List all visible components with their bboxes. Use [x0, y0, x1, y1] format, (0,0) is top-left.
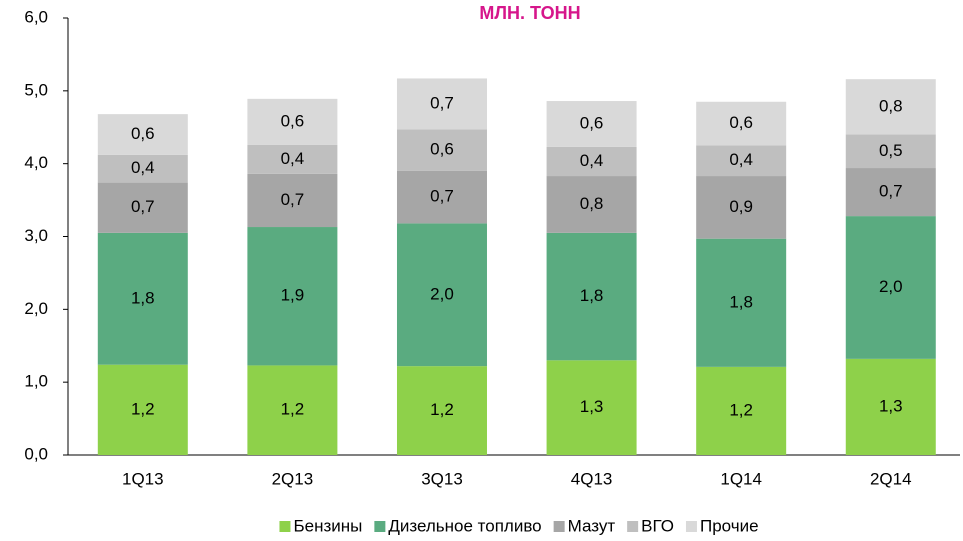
- bar-segment: [247, 98, 338, 145]
- bar-segment: [696, 366, 787, 455]
- bar-segment: [546, 101, 637, 147]
- bar-segment: [97, 114, 188, 155]
- bar-segment: [247, 227, 338, 366]
- bar-segment: [845, 168, 936, 217]
- data-label: 0,8: [879, 96, 903, 115]
- bar-segment: [845, 358, 936, 455]
- legend-swatch: [553, 521, 565, 532]
- bar-segment: [97, 232, 188, 365]
- data-label: 0,7: [430, 187, 454, 206]
- bar-segment: [546, 146, 637, 177]
- bar-segment: [696, 101, 787, 146]
- data-label: 0,6: [430, 140, 454, 159]
- bar-segment: [247, 173, 338, 228]
- x-tick-label: 2Q13: [272, 469, 314, 488]
- y-tick-label: 3,0: [24, 226, 48, 245]
- data-label: 1,2: [430, 400, 454, 419]
- legend-label: Прочие: [700, 516, 759, 535]
- y-tick-label: 1,0: [24, 372, 48, 391]
- bar-segment: [845, 134, 936, 169]
- bar-segment: [396, 366, 487, 455]
- data-label: 0,4: [131, 158, 155, 177]
- bar-segment: [396, 223, 487, 367]
- y-tick-label: 4,0: [24, 153, 48, 172]
- data-label: 0,6: [729, 113, 753, 132]
- data-label: 1,3: [879, 396, 903, 415]
- data-label: 0,7: [430, 93, 454, 112]
- bar-segment: [546, 232, 637, 361]
- legend-label: ВГО: [641, 516, 674, 535]
- y-tick-label: 0,0: [24, 444, 48, 463]
- legend-label: Бензины: [293, 516, 362, 535]
- bar-segment: [845, 216, 936, 359]
- data-label: 0,8: [580, 194, 604, 213]
- y-tick-label: 6,0: [24, 7, 48, 26]
- data-label: 1,2: [131, 399, 155, 418]
- bar-segment: [546, 360, 637, 455]
- legend-label: Дизельное топливо: [388, 516, 541, 535]
- x-tick-label: 1Q14: [720, 469, 762, 488]
- bar-segment: [696, 238, 787, 367]
- y-tick-label: 5,0: [24, 80, 48, 99]
- legend-label: Мазут: [568, 516, 616, 535]
- data-label: 0,7: [131, 197, 155, 216]
- bar-segment: [247, 144, 338, 174]
- legend-swatch: [685, 521, 697, 532]
- legend-swatch: [627, 521, 639, 532]
- bar-segment: [696, 176, 787, 239]
- data-label: 0,4: [580, 151, 604, 170]
- bar-segment: [396, 129, 487, 171]
- data-label: 0,5: [879, 141, 903, 160]
- data-label: 2,0: [879, 277, 903, 296]
- bar-segment: [97, 364, 188, 455]
- data-label: 1,8: [131, 288, 155, 307]
- data-label: 1,2: [281, 400, 305, 419]
- data-label: 0,6: [131, 124, 155, 143]
- data-label: 1,9: [281, 286, 305, 305]
- x-tick-label: 1Q13: [122, 469, 164, 488]
- bar-segment: [396, 170, 487, 224]
- data-label: 0,7: [879, 182, 903, 201]
- data-label: 0,4: [729, 150, 753, 169]
- data-label: 1,8: [729, 292, 753, 311]
- bar-segment: [97, 154, 188, 183]
- bar-segment: [696, 145, 787, 177]
- y-tick-label: 2,0: [24, 299, 48, 318]
- data-label: 0,4: [281, 149, 305, 168]
- bar-segment: [97, 182, 188, 233]
- legend-swatch: [374, 521, 386, 532]
- x-tick-label: 4Q13: [571, 469, 613, 488]
- x-tick-label: 2Q14: [870, 469, 912, 488]
- data-label: 0,7: [281, 190, 305, 209]
- bar-segment: [845, 79, 936, 135]
- bar-segment: [546, 176, 637, 233]
- data-label: 0,9: [729, 197, 753, 216]
- data-label: 1,2: [729, 400, 753, 419]
- legend-swatch: [279, 521, 291, 532]
- data-label: 0,6: [580, 113, 604, 132]
- bar-segment: [396, 78, 487, 130]
- data-label: 1,3: [580, 397, 604, 416]
- data-label: 1,8: [580, 286, 604, 305]
- data-label: 0,6: [281, 111, 305, 130]
- data-label: 2,0: [430, 284, 454, 303]
- bar-segment: [247, 365, 338, 455]
- x-tick-label: 3Q13: [421, 469, 463, 488]
- chart-title: МЛН. ТОНН: [479, 3, 580, 23]
